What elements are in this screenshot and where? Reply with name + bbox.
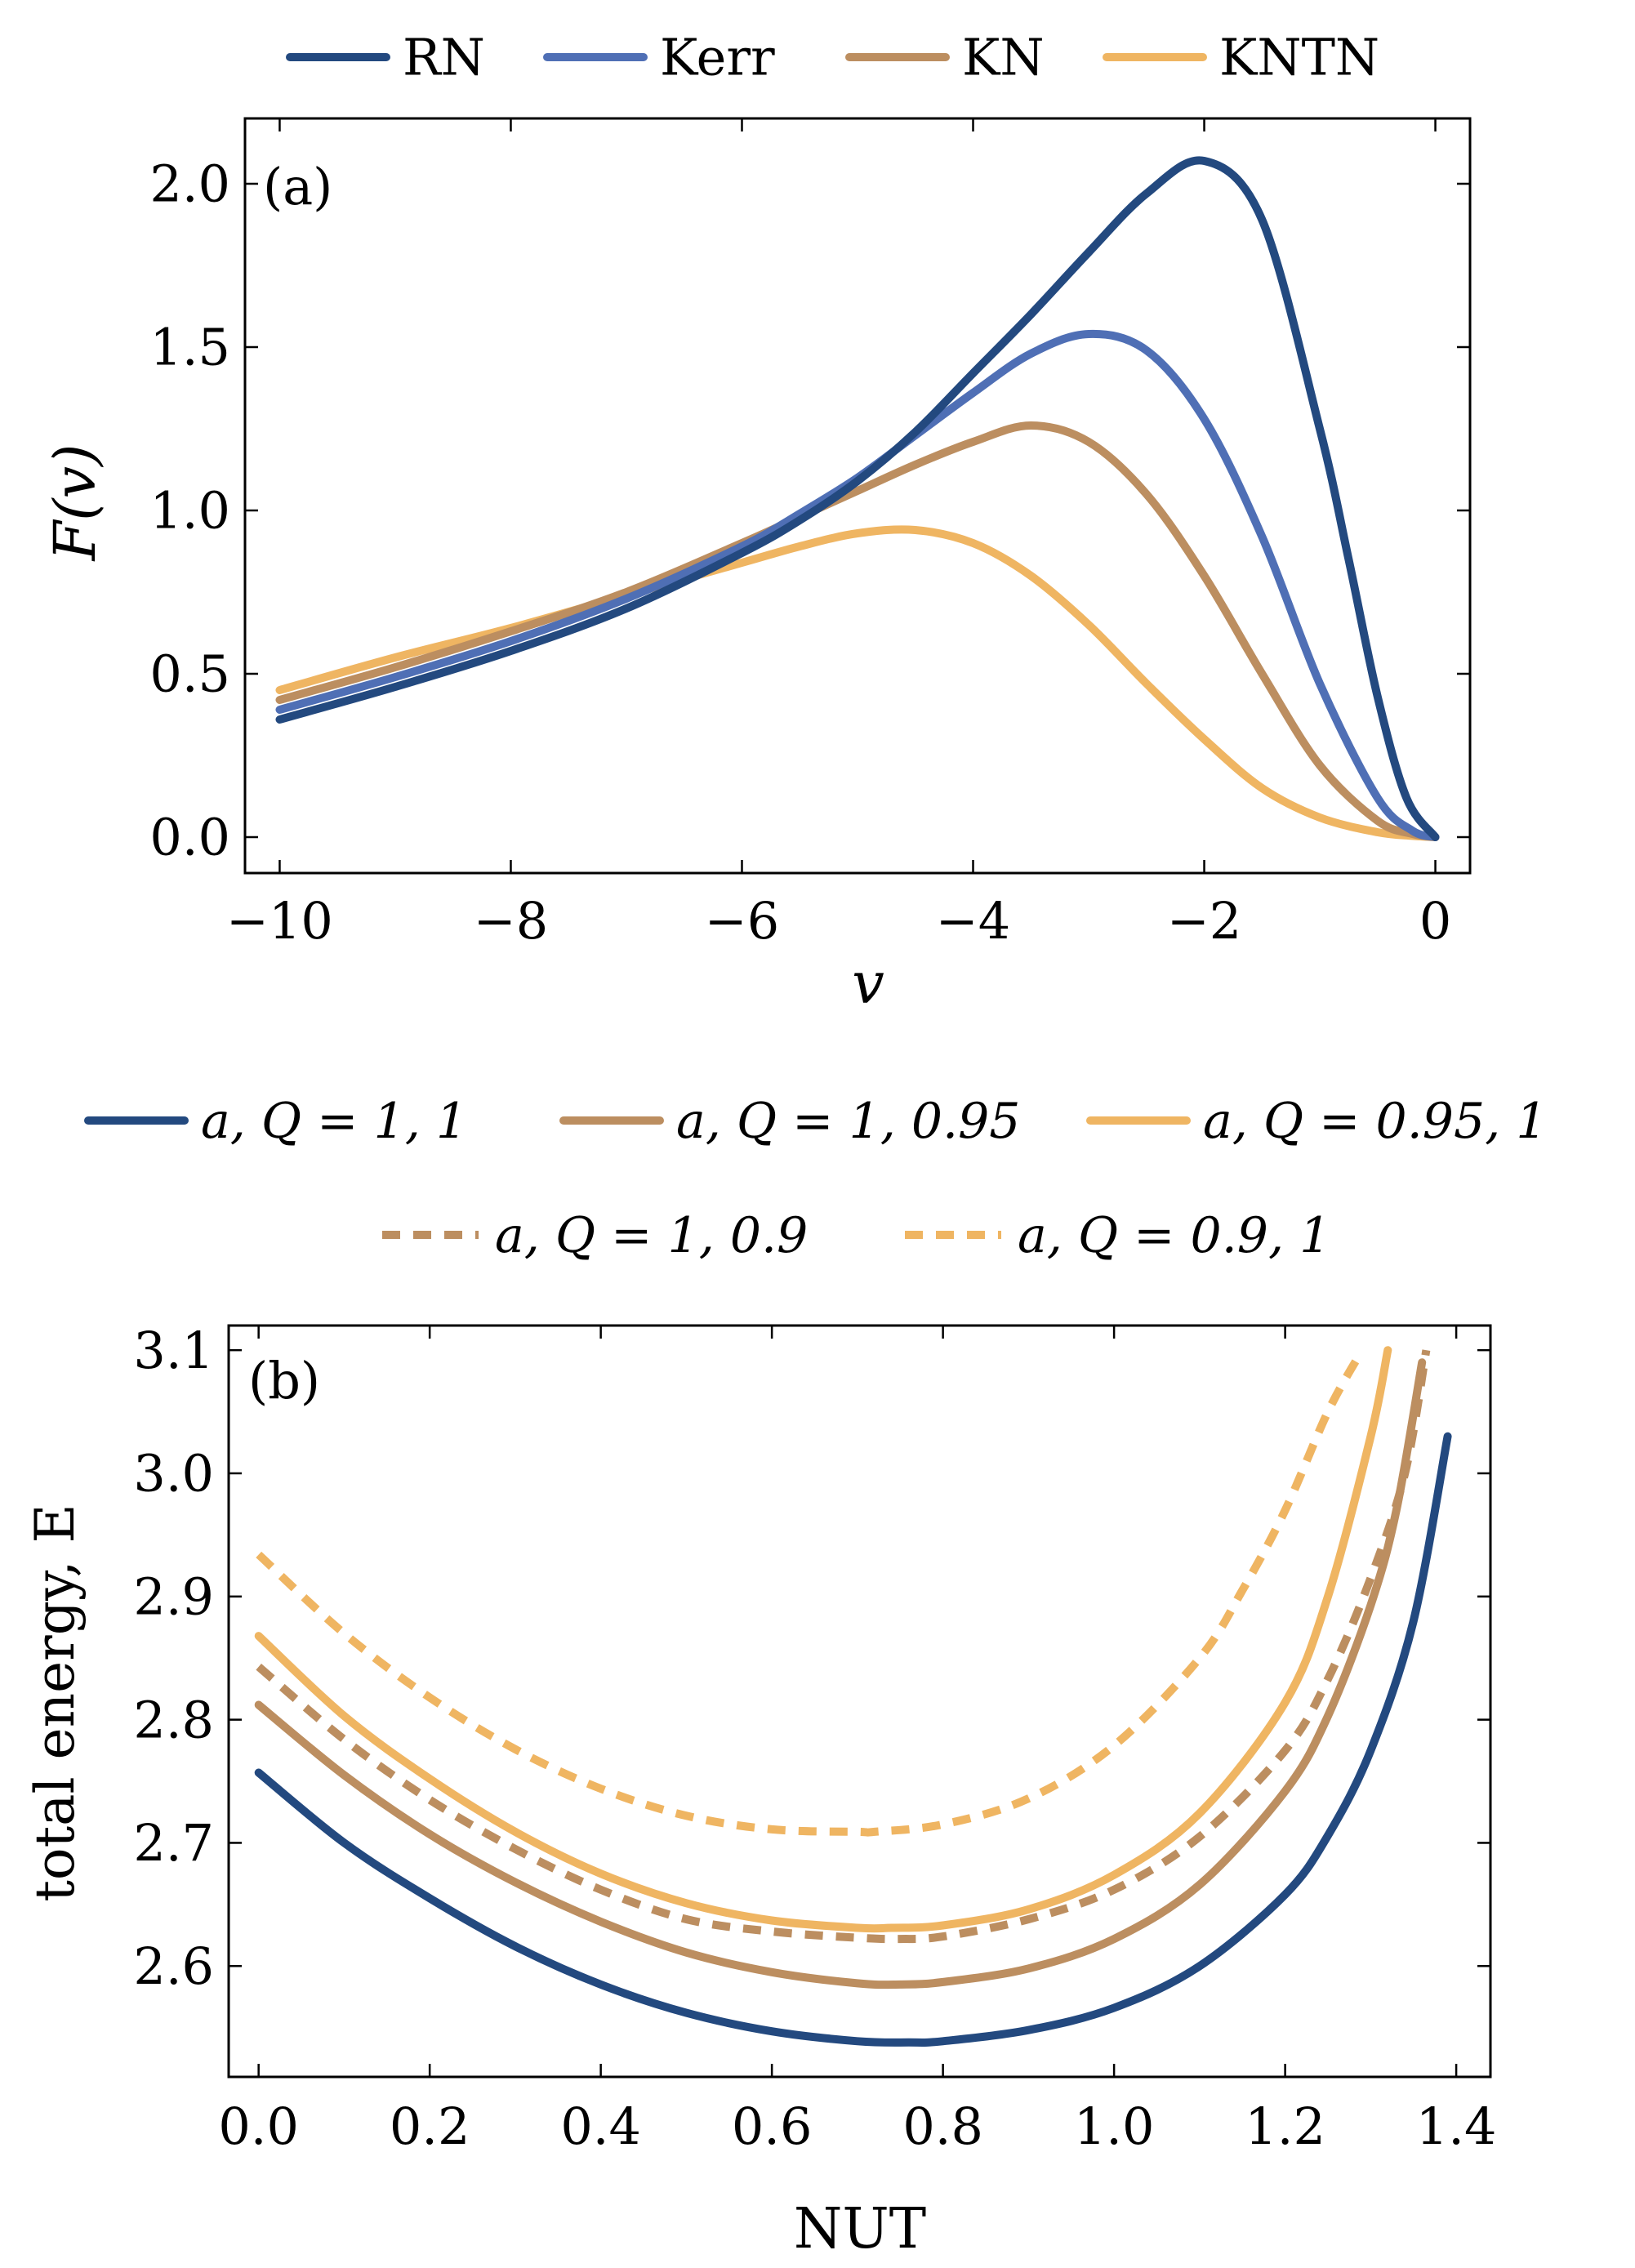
legend-label: KN (962, 28, 1045, 87)
legend-label: a, Q = 1, 0.95 (676, 1093, 1020, 1150)
x-tick-label: 0.2 (390, 2096, 470, 2156)
x-tick-label: 0.6 (732, 2096, 813, 2156)
legend-label: a, Q = 1, 1 (201, 1093, 467, 1150)
x-axis-label-a: v (852, 950, 884, 1017)
legend-item-kn: KN (845, 28, 1045, 87)
x-tick-label: −10 (226, 891, 333, 951)
y-tick-label: 1.5 (149, 318, 230, 377)
legend-item-a-q-0-95-1: a, Q = 0.95, 1 (1086, 1093, 1547, 1150)
legend-item-a-q-0-9-1: a, Q = 0.9, 1 (905, 1207, 1330, 1264)
legend-panel-a: RN Kerr KN KNTN (286, 28, 1379, 87)
legend-item-a-q-1-0-9: a, Q = 1, 0.9 (382, 1207, 808, 1264)
axes-frame-a (243, 117, 1472, 875)
y-tick-label: 2.8 (133, 1690, 214, 1749)
legend-label: KNTN (1219, 28, 1379, 87)
legend-label: a, Q = 1, 0.9 (495, 1207, 808, 1264)
legend-item-rn: RN (286, 28, 485, 87)
legend-panel-b: a, Q = 1, 1 a, Q = 1, 0.95 a, Q = 0.95, 1 a… (84, 1093, 1547, 1264)
plot-area-a (275, 156, 1440, 841)
legend-item-kerr: Kerr (543, 28, 775, 87)
series-line-a-q-0-95-1 (254, 1346, 1392, 1933)
chart-panel-a: −10 −8 −6 −4 −2 0 0.0 0.5 1.0 1.5 2.0 (a) v F(v) (42, 117, 1472, 1017)
x-axis-label-b: NUT (794, 2197, 926, 2261)
y-tick-label: 3.1 (133, 1321, 214, 1380)
y-tick-label: 2.9 (133, 1567, 214, 1627)
y-tick-label: 0.0 (149, 808, 230, 867)
axes-frame-b (227, 1324, 1492, 2079)
legend-label: Kerr (660, 28, 775, 87)
series-line-kerr (275, 329, 1440, 841)
y-tick-label: 0.5 (149, 644, 230, 704)
series-line-kntn (275, 525, 1440, 841)
series-line-a-q-1-0-9 (256, 1349, 1431, 1944)
x-tick-label: 0.4 (560, 2096, 641, 2156)
x-tick-label: 0.0 (218, 2096, 299, 2156)
y-tick-label: 2.7 (133, 1813, 214, 1873)
panel-label-a: (a) (263, 157, 332, 216)
legend-item-kntn: KNTN (1103, 28, 1379, 87)
x-tick-label: −6 (705, 891, 779, 951)
y-tick-label: 2.6 (133, 1936, 214, 1996)
chart-panel-b: 0.0 0.2 0.4 0.6 0.8 1.0 1.2 1.4 2.6 2.7 2.8 2.9 3.0 3… (24, 1321, 1496, 2261)
legend-label: a, Q = 0.9, 1 (1018, 1207, 1330, 1264)
x-tick-label: 1.2 (1245, 2096, 1325, 2156)
x-tick-label: −2 (1167, 891, 1241, 951)
x-tick-label: −4 (936, 891, 1010, 951)
series-line-a-q-1-0-95 (254, 1358, 1427, 1990)
series-line-a-q-1-1 (254, 1432, 1452, 2047)
x-tick-label: 0 (1419, 891, 1451, 951)
series-line-kn (275, 421, 1440, 841)
x-tick-label: −8 (474, 891, 548, 951)
y-tick-label: 2.0 (149, 154, 230, 214)
legend-item-a-q-1-1: a, Q = 1, 1 (84, 1093, 467, 1150)
x-tick-label: 0.8 (902, 2096, 983, 2156)
ticks-b: 0.0 0.2 0.4 0.6 0.8 1.0 1.2 1.4 2.6 2.7 2.8 2.9 3.0 3… (133, 1321, 1496, 2156)
y-tick-label: 3.0 (133, 1444, 214, 1504)
series-line-rn (275, 156, 1440, 841)
series-line-a-q-0-9-1 (256, 1348, 1366, 1837)
legend-label: a, Q = 0.95, 1 (1203, 1093, 1547, 1150)
y-axis-label-a: F(v) (42, 444, 109, 563)
x-tick-label: 1.0 (1074, 2096, 1155, 2156)
panel-label-b: (b) (248, 1351, 320, 1410)
legend-label: RN (403, 28, 485, 87)
y-tick-label: 1.0 (149, 481, 230, 541)
x-tick-label: 1.4 (1416, 2096, 1497, 2156)
legend-item-a-q-1-0-95: a, Q = 1, 0.95 (559, 1093, 1020, 1150)
ticks-a: −10 −8 −6 −4 −2 0 0.0 0.5 1.0 1.5 2.0 (149, 118, 1470, 951)
y-axis-label-b: total energy, E (24, 1504, 87, 1901)
plot-area-b (254, 1346, 1452, 2047)
